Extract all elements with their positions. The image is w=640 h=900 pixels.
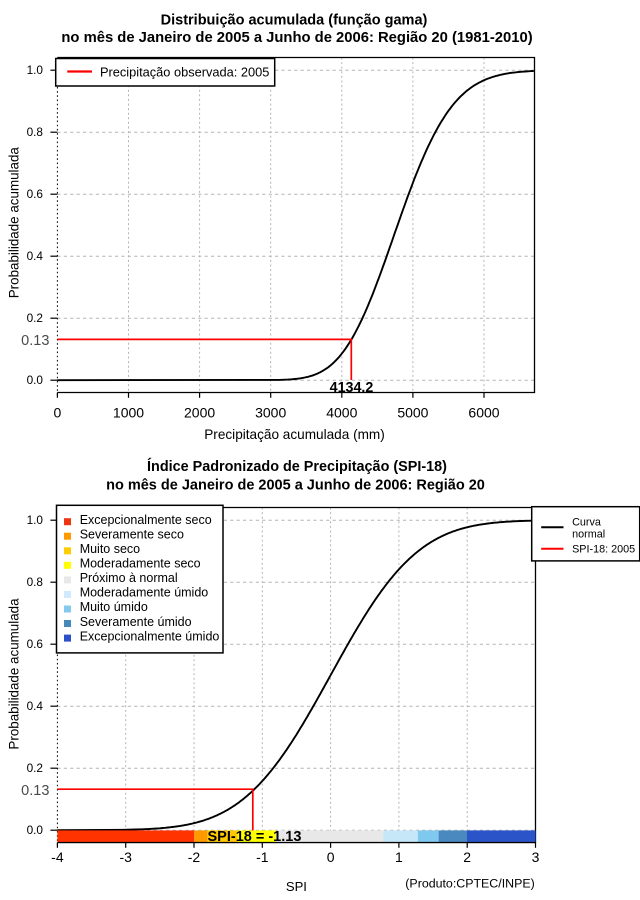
svg-text:0.0: 0.0 [27,373,44,387]
svg-text:-2: -2 [188,849,201,865]
svg-text:no mês de Janeiro de 2005 a Ju: no mês de Janeiro de 2005 a Junho de 200… [61,30,532,46]
svg-text:6000: 6000 [468,405,499,421]
svg-text:Moderadamente seco: Moderadamente seco [80,557,201,571]
svg-text:-1: -1 [256,849,269,865]
svg-text:Excepcionalmente úmido: Excepcionalmente úmido [80,629,220,643]
svg-text:0.2: 0.2 [27,311,43,325]
svg-text:4000: 4000 [326,405,357,421]
svg-text:2: 2 [463,849,471,865]
svg-text:(Produto:CPTEC/INPE): (Produto:CPTEC/INPE) [405,877,534,891]
svg-text:0.8: 0.8 [27,575,44,589]
svg-text:Probabilidade acumulada: Probabilidade acumulada [7,598,22,750]
svg-text:4134.2: 4134.2 [330,380,374,396]
svg-text:0: 0 [54,405,62,421]
svg-text:0.6: 0.6 [27,637,44,651]
svg-text:2000: 2000 [184,405,215,421]
svg-text:Índice Padronizado de Precipit: Índice Padronizado de Precipitação (SPI-… [147,458,447,475]
svg-text:Precipitação acumulada (mm): Precipitação acumulada (mm) [204,427,385,442]
svg-text:SPI-18: 2005: SPI-18: 2005 [572,543,635,555]
svg-text:5000: 5000 [397,405,428,421]
svg-text:0.8: 0.8 [27,125,44,139]
svg-text:Severamente úmido: Severamente úmido [80,615,192,629]
svg-text:0.4: 0.4 [27,699,44,713]
svg-text:Muito seco: Muito seco [80,542,140,556]
svg-text:SPI: SPI [286,879,307,894]
svg-text:0.0: 0.0 [27,823,44,837]
svg-text:3000: 3000 [255,405,286,421]
svg-text:0.13: 0.13 [21,333,49,349]
svg-text:3: 3 [532,849,540,865]
svg-text:0.2: 0.2 [27,761,43,775]
svg-text:Muito úmido: Muito úmido [80,600,148,614]
svg-text:1.0: 1.0 [27,63,44,77]
svg-text:Precipitação observada: 2005: Precipitação observada: 2005 [100,65,269,80]
svg-text:SPI-18 = -1.13: SPI-18 = -1.13 [208,829,302,845]
svg-text:0.4: 0.4 [27,249,44,263]
svg-text:Excepcionalmente seco: Excepcionalmente seco [80,513,212,527]
svg-text:Severamente seco: Severamente seco [80,527,184,541]
svg-text:Curva: Curva [572,516,601,528]
svg-text:-4: -4 [51,849,64,865]
svg-text:Distribuição acumulada (função: Distribuição acumulada (função gama) [161,13,428,29]
svg-text:normal: normal [572,529,605,541]
svg-text:1: 1 [395,849,403,865]
svg-text:1.0: 1.0 [27,513,44,527]
svg-text:0.13: 0.13 [21,783,49,799]
svg-text:1000: 1000 [113,405,144,421]
svg-text:0.6: 0.6 [27,187,44,201]
svg-text:-3: -3 [119,849,132,865]
svg-text:0: 0 [327,849,335,865]
svg-text:no mês de Janeiro de 2005 a Ju: no mês de Janeiro de 2005 a Junho de 200… [106,478,485,494]
svg-text:Próximo à normal: Próximo à normal [80,571,178,585]
svg-text:Probabilidade acumulada: Probabilidade acumulada [7,147,22,299]
svg-text:Moderadamente úmido: Moderadamente úmido [80,586,209,600]
